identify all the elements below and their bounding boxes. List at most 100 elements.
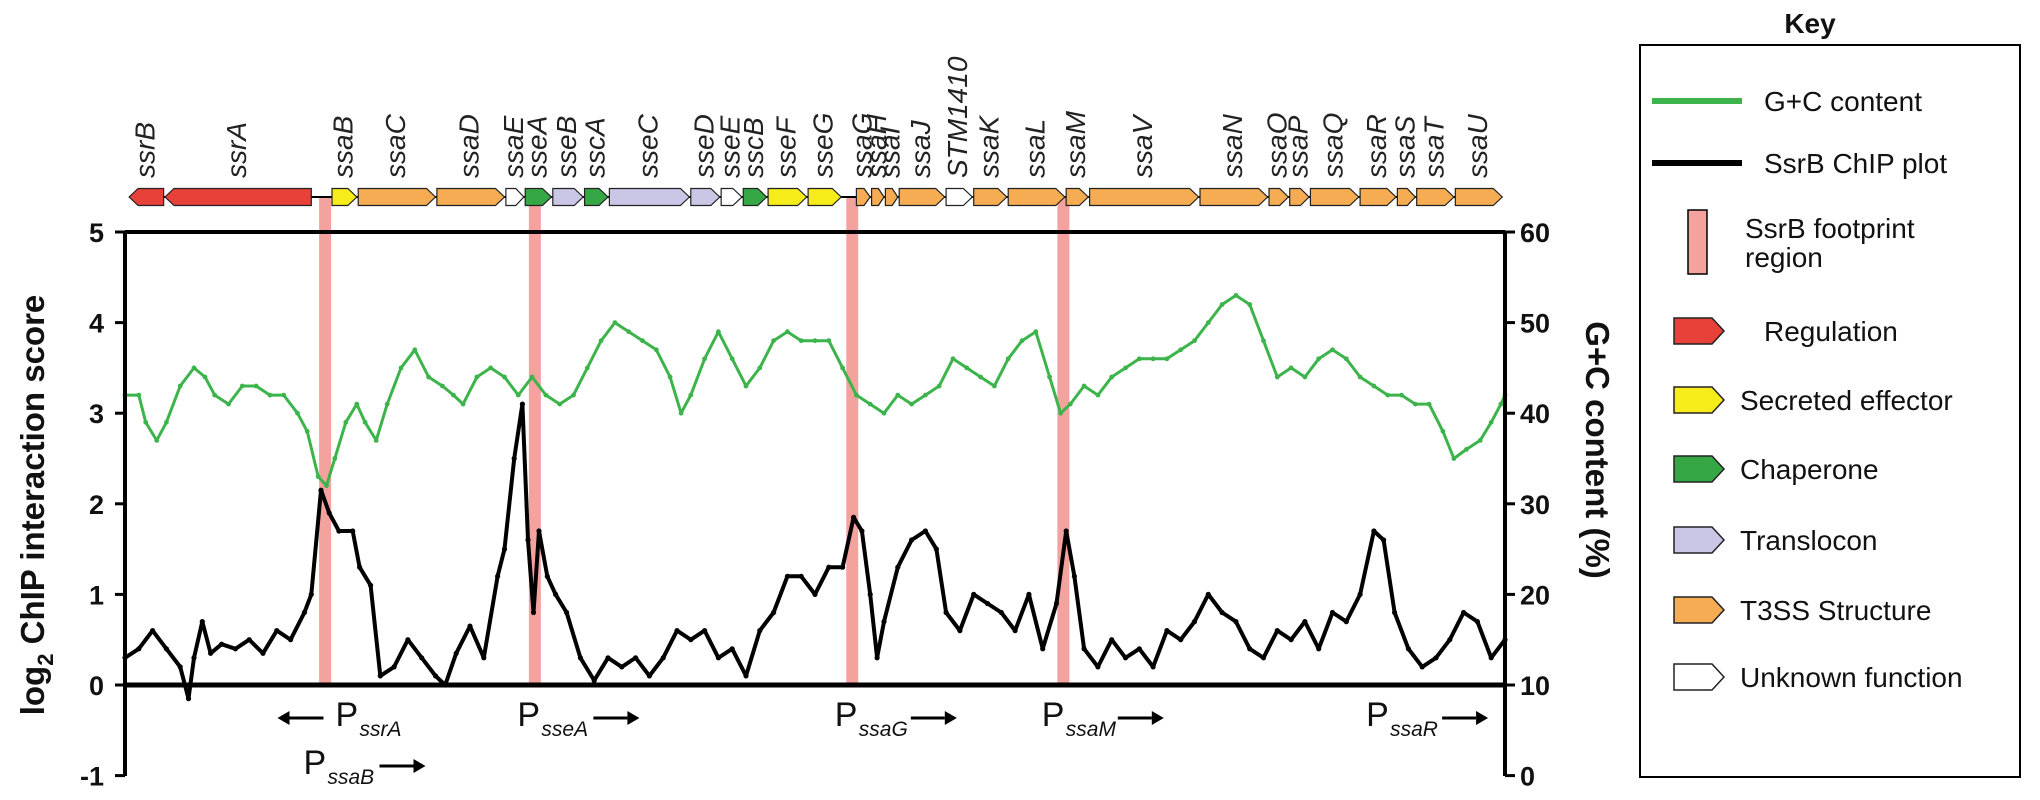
data-point: [1205, 320, 1211, 325]
gene-label-ssaC: ssaC: [380, 113, 411, 178]
data-point: [688, 392, 694, 398]
data-point: [1095, 664, 1101, 670]
data-point: [1343, 356, 1349, 362]
data-point: [232, 646, 238, 652]
data-point: [757, 365, 763, 371]
data-point: [432, 673, 439, 679]
data-point: [826, 564, 832, 570]
data-point: [177, 383, 183, 389]
data-point: [384, 401, 390, 407]
data-point: [840, 365, 845, 371]
promoter-label: P: [517, 696, 540, 734]
axes-layer: [123, 230, 1507, 776]
data-point: [1233, 293, 1239, 298]
data-point: [1081, 383, 1087, 389]
gene-label-ssaK: ssaK: [973, 114, 1004, 178]
data-point: [143, 419, 149, 425]
data-point: [1247, 646, 1253, 652]
data-point: [1047, 374, 1052, 380]
promoter-subscript: ssrA: [360, 718, 402, 741]
data-point: [557, 401, 563, 407]
data-point: [674, 628, 680, 634]
data-point: [1071, 573, 1077, 579]
data-point: [536, 528, 542, 534]
data-point: [577, 655, 584, 661]
promoter-label: P: [1366, 696, 1389, 734]
gene-arrow-ssaD: [436, 187, 506, 207]
data-point: [784, 573, 791, 579]
left-tick-label: 5: [89, 218, 104, 248]
data-point: [373, 438, 379, 443]
gene-arrow-sseE: [720, 187, 743, 207]
data-point: [716, 329, 721, 335]
data-point: [1005, 356, 1011, 362]
data-point: [1026, 591, 1032, 598]
data-point: [1419, 664, 1425, 670]
series-line-g-c-content: [125, 293, 1507, 488]
left-tick-label: 0: [89, 671, 104, 701]
data-point: [1302, 374, 1308, 380]
gene-label-ssaP: ssaP: [1282, 115, 1313, 178]
data-point: [1012, 628, 1018, 634]
data-point: [1260, 655, 1267, 661]
data-point: [332, 456, 338, 461]
gene-arrow-ssaI: [884, 187, 899, 207]
promoter-subscript: sseA: [541, 718, 588, 741]
data-point: [771, 338, 776, 344]
gene-arrow-sscB: [742, 187, 768, 207]
data-point: [1371, 383, 1377, 389]
gene-label-sseE: sseE: [715, 115, 746, 178]
left-axis-title: log2 ChIP interaction score: [14, 295, 58, 716]
data-point: [591, 677, 597, 684]
data-point: [933, 546, 940, 552]
gene-arrow-ssaC: [357, 187, 437, 207]
data-point: [1123, 365, 1128, 371]
data-point: [515, 392, 521, 398]
data-point: [529, 374, 535, 380]
data-point: [1164, 628, 1170, 634]
gene-label-sseG: sseG: [808, 113, 839, 178]
data-point: [150, 628, 156, 634]
data-point: [1405, 646, 1411, 652]
series-line-ssrb-chip-plot: [123, 402, 1507, 701]
data-point: [212, 392, 218, 398]
data-point: [426, 374, 431, 380]
gene-label-sscB: sscB: [738, 117, 769, 178]
gene-arrow-sseA: [524, 187, 553, 207]
data-point: [1447, 637, 1453, 643]
gene-arrow-ssaL: [1007, 187, 1066, 207]
promoter-arrowhead: [1476, 711, 1489, 725]
data-point: [798, 338, 804, 344]
gene-label-sseB: sseB: [551, 116, 582, 178]
data-point: [525, 537, 531, 543]
data-point: [653, 347, 659, 353]
category-legend: Regulation Secreted effector Chaperone Tran…: [1673, 316, 1963, 693]
data-point: [246, 637, 252, 643]
data-point: [895, 564, 901, 570]
gene-label-ssaO: ssaO: [1262, 113, 1293, 178]
legend-swatch-t3ss-structure: [1673, 596, 1726, 624]
gene-arrow-ssaT: [1416, 187, 1455, 207]
gene-arrow-ssrA: [164, 187, 312, 207]
data-point: [1357, 591, 1363, 598]
data-point: [301, 609, 307, 616]
data-point: [943, 609, 949, 616]
data-point: [1381, 537, 1387, 543]
chip-series-layer: [122, 401, 1508, 702]
data-point: [1247, 302, 1253, 307]
data-point: [1040, 646, 1046, 652]
data-point: [502, 374, 507, 380]
legend-swatch-secreted-effector: [1673, 386, 1726, 414]
data-point: [136, 392, 142, 398]
data-point: [1316, 646, 1322, 652]
data-point: [881, 410, 887, 416]
data-point: [1095, 392, 1101, 398]
data-point: [1343, 619, 1349, 625]
gene-arrow-ssaH: [870, 187, 885, 207]
data-point: [922, 528, 929, 534]
data-point: [971, 591, 977, 598]
